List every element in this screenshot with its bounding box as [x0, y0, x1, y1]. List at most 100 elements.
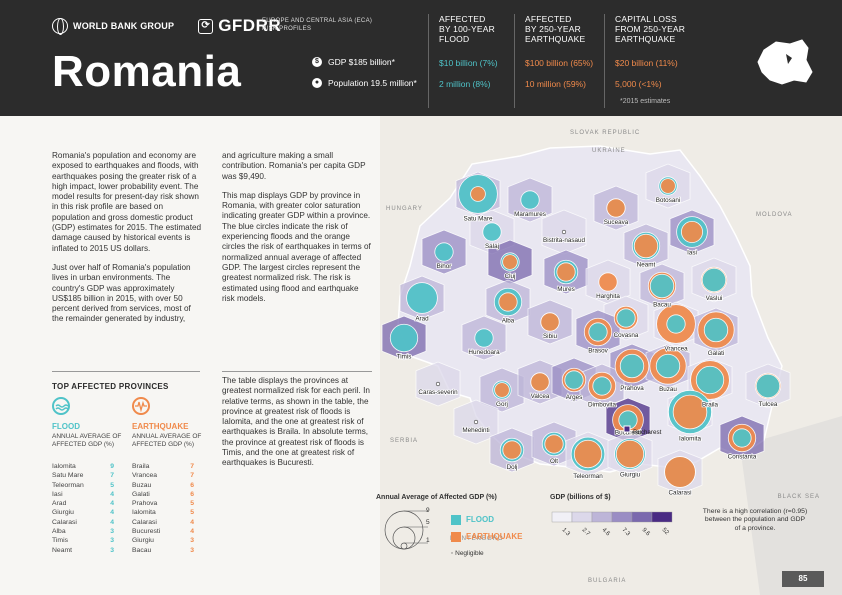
rank-province: Satu Mare — [52, 472, 84, 480]
flood-circle — [564, 370, 584, 390]
province-label: Dolj — [507, 464, 518, 471]
flood-circle — [588, 322, 608, 342]
province-label: Buzau — [659, 386, 677, 393]
rank-value: 4 — [110, 490, 114, 498]
divider — [52, 371, 200, 372]
capital-star-icon — [623, 425, 631, 433]
province-label: Arges — [566, 394, 582, 401]
gdp-swatch — [651, 511, 673, 523]
col-title-line: EARTHQUAKE — [615, 34, 676, 44]
province-label: Bucuresti — [615, 429, 641, 436]
legend-size-circles — [384, 510, 428, 550]
gdp-swatch — [631, 511, 653, 523]
province-label: Botosani — [656, 197, 681, 204]
earthquake-label: EARTHQUAKE — [132, 422, 189, 431]
flood-circle — [619, 353, 645, 379]
rank-value: 5 — [110, 481, 114, 489]
earthquake-circle — [573, 439, 603, 469]
earthquake-icon — [132, 397, 150, 415]
page-number: 85 — [782, 571, 824, 587]
correlation-note: There is a high correlation (r=0.95) bet… — [702, 508, 808, 532]
rank-value: 7 — [190, 463, 194, 470]
col-title-line: FROM 250-YEAR — [615, 24, 686, 34]
earthquake-circle — [502, 254, 518, 270]
rank-row: Iasi 4 — [52, 490, 114, 499]
rank-row: Calarasi 4 — [132, 518, 194, 527]
flood-circle — [666, 314, 686, 334]
earthquake-circle — [660, 178, 676, 194]
person-icon: ● — [312, 78, 322, 88]
rank-value: 3 — [110, 537, 114, 545]
negligible-marker — [473, 419, 479, 425]
province-label: Mehedinti — [462, 427, 489, 434]
province-label: Valcea — [531, 393, 550, 400]
province-label: Bistrita-nasaud — [543, 237, 585, 244]
earthquake-circle — [494, 382, 510, 398]
rank-province: Alba — [52, 528, 66, 536]
country-title: Romania — [52, 47, 242, 96]
rank-province: Vrancea — [132, 472, 158, 480]
eq-pop-value: 10 million (59%) — [525, 79, 586, 89]
sub-line: ANNUAL AVERAGE OF — [52, 433, 122, 440]
world-bank-logo[interactable]: WORLD BANK GROUP — [52, 18, 174, 35]
legend-circle-title: Annual Average of Affected GDP (%) — [376, 494, 497, 501]
province-label: Galati — [708, 350, 724, 357]
legend-gdp-scale: 1.3 2.7 4.6 7.3 9.6 52 — [551, 511, 673, 538]
province-label: Giurgiu — [620, 471, 641, 478]
gdp-stat: $ GDP $185 billion* — [312, 57, 395, 67]
col-title-line: AFFECTED — [439, 14, 486, 24]
globe-icon — [52, 18, 68, 35]
earthquake-circle — [681, 221, 703, 243]
rank-row: Giurgiu 4 — [52, 508, 114, 517]
flood-gdp-value: $10 billion (7%) — [439, 58, 498, 68]
intro-paragraph: The table displays the provinces at grea… — [222, 376, 370, 468]
gfdrr-logo[interactable]: ⟳ GFDRR — [198, 16, 281, 36]
earthquake-circle — [544, 434, 564, 454]
flood-circle — [406, 282, 438, 314]
neighbor-label: MOLDOVA — [756, 212, 793, 218]
rank-row: Arad 4 — [52, 499, 114, 508]
gdp-swatch — [551, 511, 573, 523]
region-label: EUROPE AND CENTRAL ASIA (ECA) RISK PROFI… — [262, 17, 372, 33]
rank-province: Arad — [52, 500, 67, 508]
province-label: Gorj — [496, 401, 508, 408]
rank-province: Timis — [52, 537, 68, 545]
romania-locator-map-icon — [757, 39, 813, 85]
earthquake-ranking: Braila 7 Vrancea 7 Buzau 6 Galati 6 Prahova 5 Ialo… — [132, 462, 194, 555]
neighbor-label: UKRAINE — [592, 148, 626, 154]
rank-value: 6 — [190, 490, 194, 498]
province-label: Arad — [415, 315, 429, 322]
intro-column-1: Romania's population and economy are exp… — [52, 151, 202, 334]
negligible-marker — [435, 381, 441, 387]
legend-gdp-title: GDP (billions of $) — [550, 494, 611, 501]
gdp-text: GDP $185 billion* — [328, 57, 395, 67]
dollar-icon: $ — [312, 57, 322, 67]
rank-row: Ialomita 9 — [52, 462, 114, 471]
col-title-line: AFFECTED — [525, 14, 572, 24]
province-label: Brasov — [588, 348, 608, 355]
province-label: Caras-severin — [418, 389, 458, 396]
flood-label: FLOOD — [52, 422, 80, 431]
province-label: Neamt — [637, 262, 656, 269]
col-title-line: BY 250-YEAR — [525, 24, 581, 34]
province-label: Prahova — [620, 385, 644, 392]
rank-value: 7 — [190, 472, 194, 480]
rank-province: Iasi — [52, 490, 63, 498]
legend-size-1: 1 — [426, 537, 430, 544]
flood-circle — [695, 365, 725, 395]
province-label: Maramures — [514, 211, 546, 218]
rank-row: Bucuresti 4 — [132, 527, 194, 536]
negligible-marker — [561, 229, 567, 235]
neighbor-label: BLACK SEA — [778, 494, 820, 500]
legend-flood-swatch — [451, 515, 461, 525]
rank-value: 7 — [110, 472, 114, 480]
legend-negligible: ◦ Negligible — [451, 550, 484, 557]
earthquake-circle — [470, 186, 486, 202]
rank-province: Calarasi — [132, 518, 157, 526]
sub-line: ANNUAL AVERAGE OF — [132, 433, 202, 440]
province-label: Covasna — [614, 332, 639, 339]
rank-value: 9 — [110, 463, 114, 470]
province-label: Mures — [557, 286, 575, 293]
rank-value: 4 — [190, 528, 194, 536]
eq-gdp-value: $100 billion (65%) — [525, 58, 594, 68]
